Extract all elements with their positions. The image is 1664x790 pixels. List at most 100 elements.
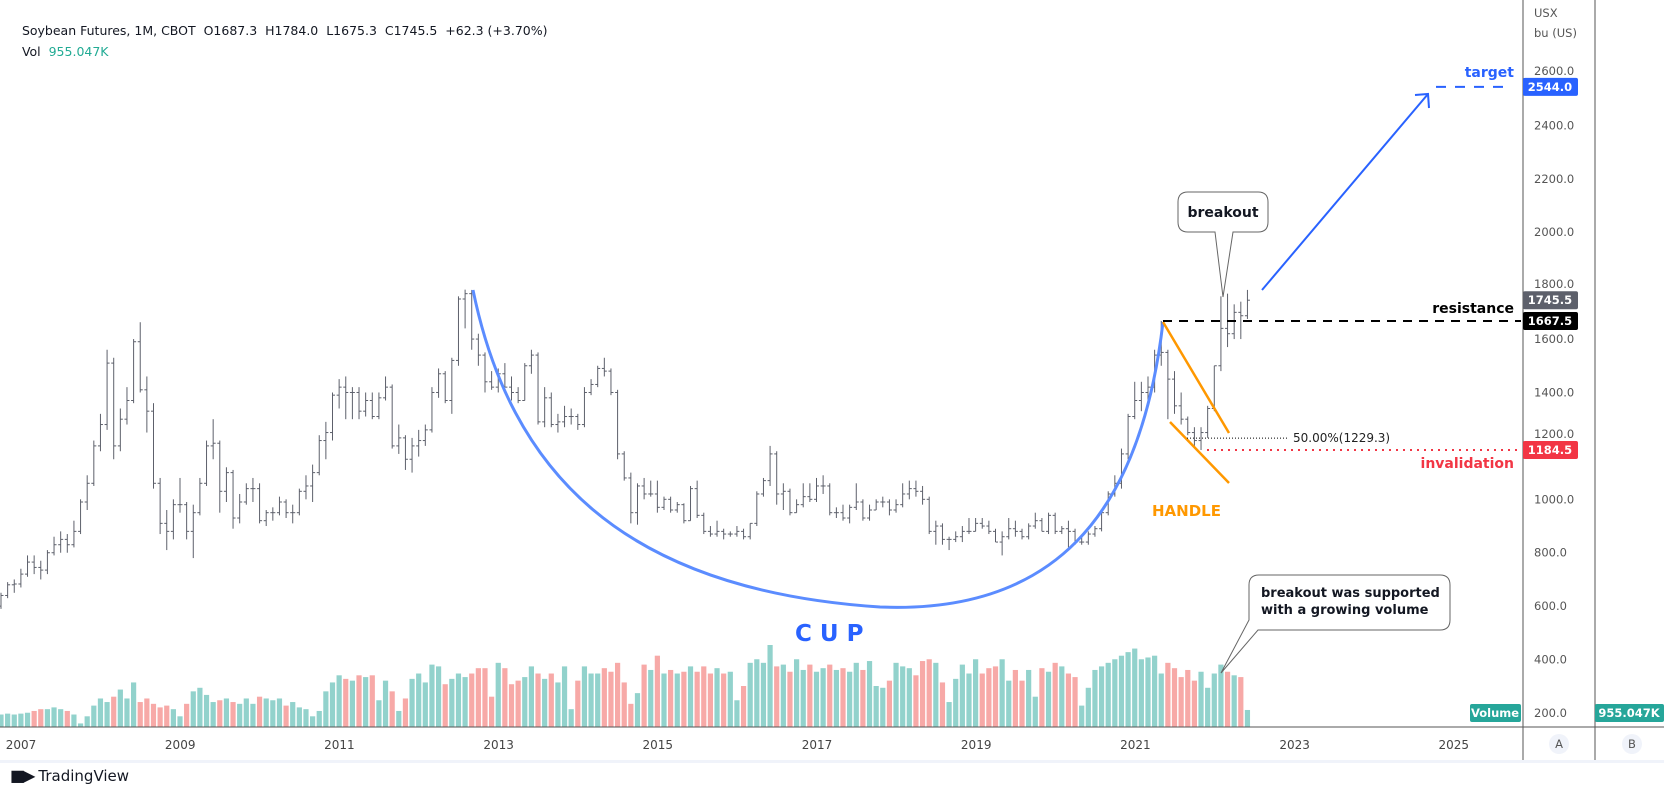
ohlc-bar	[1019, 528, 1025, 540]
volume-bar	[369, 675, 375, 727]
invalidation-label: invalidation	[1421, 456, 1514, 472]
volume-bar	[1065, 673, 1072, 727]
ohlc-bar	[939, 523, 945, 545]
ohlc-bar	[707, 526, 713, 537]
volume-bar	[661, 673, 667, 727]
volume-bar	[1085, 687, 1091, 727]
price-axis[interactable]: 2600.0 2400.0 2200.0 2000.0 1800.0 1600.0 1400…	[1534, 64, 1574, 720]
ohlc-bar	[601, 357, 607, 377]
volume-bar	[833, 669, 839, 727]
projection-arrow[interactable]	[1261, 92, 1430, 291]
volume-bar	[416, 673, 422, 727]
volume-bar	[1079, 705, 1085, 727]
ohlc-bar	[827, 483, 833, 516]
ohlc-bar	[1032, 512, 1038, 529]
ohlc-bar	[760, 477, 766, 497]
ohlc-bar	[628, 472, 634, 524]
ohlc-bar	[1092, 526, 1098, 537]
volume-bar	[1165, 662, 1171, 727]
ohlc-bar	[1125, 413, 1131, 460]
volume-bar	[634, 693, 641, 727]
volume-bar	[747, 662, 753, 727]
volume-note-line1: breakout was supported	[1261, 586, 1440, 601]
ohlc-bar	[562, 405, 568, 428]
ohlc-bar	[621, 451, 627, 481]
ohlc-bar	[64, 534, 70, 553]
ohlc-bar	[91, 440, 97, 486]
ohlc-bar	[177, 477, 183, 513]
ohlc-bar	[296, 488, 302, 516]
volume-bar	[290, 702, 296, 727]
ohlc-bar	[840, 504, 846, 521]
volume-bar	[190, 691, 196, 727]
volume-bar	[840, 668, 846, 727]
volume-bar	[137, 702, 143, 727]
price-tick-label: 1400.0	[1534, 385, 1574, 399]
volume-bar	[648, 669, 654, 727]
volume-bar	[641, 664, 647, 727]
volume-callout[interactable]: breakout was supported with a growing vo…	[1220, 574, 1451, 674]
ohlc-bar	[615, 389, 621, 460]
ohlc-bar	[959, 526, 965, 543]
volume-bar	[31, 710, 37, 727]
ohlc-bar	[515, 387, 521, 404]
volume-bar	[336, 675, 342, 727]
volume-bar	[77, 723, 84, 727]
year-tick-label: 2015	[643, 738, 674, 752]
ohlc-bar	[144, 376, 150, 433]
invalidation-price-tag	[1523, 441, 1578, 460]
time-axis[interactable]: 2007 2009 2011 2013 2015 2017 2019 2021 2023 2025	[6, 738, 1469, 752]
ohlc-bar	[1205, 405, 1211, 438]
symbol-title[interactable]: Soybean Futures, 1M, CBOT	[21, 23, 196, 38]
volume-bar	[1244, 709, 1251, 727]
volume-bar	[243, 698, 249, 727]
ohlc-bar	[1026, 523, 1032, 540]
ohlc-bar	[1165, 349, 1171, 420]
year-tick-label: 2019	[961, 738, 992, 752]
ohlc-bar	[1138, 381, 1144, 412]
volume-bar	[794, 659, 800, 727]
ohlc-bar	[906, 480, 912, 500]
volume-bar	[203, 694, 210, 727]
ohlc-bar	[223, 467, 229, 502]
ohlc-bar	[204, 440, 210, 486]
ohlc-bar	[1132, 381, 1138, 420]
volume-bar	[1158, 673, 1164, 727]
volume-bar	[701, 666, 707, 727]
ohlc-bar	[51, 536, 57, 556]
breakout-callout[interactable]: breakout	[1177, 191, 1269, 298]
volume-bar	[654, 655, 660, 727]
volume-bar	[343, 678, 349, 727]
volume-bar	[263, 698, 269, 727]
volume-bar	[1132, 648, 1138, 727]
ohlc-bar	[873, 499, 879, 511]
ohlc-bar	[953, 531, 959, 543]
vol-label[interactable]: Vol	[21, 44, 41, 59]
ohlc-bar	[197, 477, 203, 516]
ohlc-bar	[323, 421, 329, 460]
volume-bar	[754, 659, 760, 727]
volume-bar	[621, 682, 627, 727]
year-tick-label: 2011	[324, 738, 355, 752]
price-tick-label: 1600.0	[1534, 332, 1574, 346]
volume-bar	[376, 700, 382, 727]
ohlc-bar	[800, 483, 806, 508]
volume-bar	[959, 664, 965, 727]
scale-b-button[interactable]: B	[1622, 734, 1642, 754]
ohlc-bar	[257, 483, 263, 524]
open-value: O1687.3	[203, 23, 258, 38]
volume-bar	[1185, 669, 1191, 727]
ohlc-bar	[117, 408, 123, 452]
ohlc-bar	[18, 568, 24, 588]
volume-bar	[1211, 673, 1217, 727]
volume-bar	[462, 677, 468, 727]
target-price-tag-text: 2544.0	[1528, 80, 1572, 94]
tradingview-logo[interactable]: ■▶ TradingView	[10, 766, 129, 785]
price-tick-label: 1000.0	[1534, 492, 1574, 506]
volume-bar	[283, 705, 289, 727]
volume-bar	[1045, 671, 1052, 727]
volume-bar	[18, 713, 24, 727]
volume-bar	[1198, 671, 1204, 727]
auto-scale-button[interactable]: A	[1549, 734, 1569, 754]
